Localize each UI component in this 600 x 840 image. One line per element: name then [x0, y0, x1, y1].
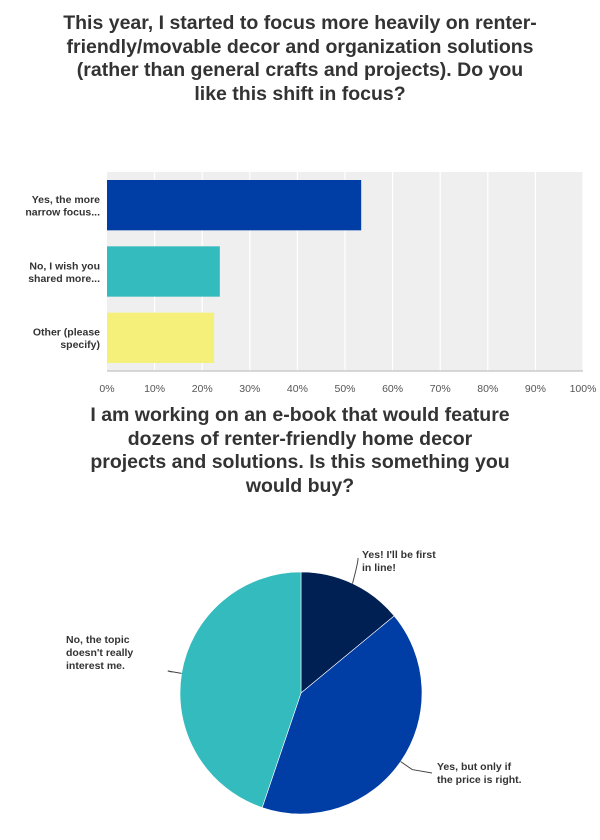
category-label: shared more... [28, 273, 100, 285]
slice-label: interest me. [66, 660, 125, 672]
x-tick-label: 90% [525, 383, 546, 395]
x-tick-label: 60% [382, 383, 403, 395]
slice-label: Yes! I'll be first [362, 549, 436, 561]
slice-label: in line! [362, 562, 396, 574]
category-label: Other (please [33, 327, 100, 339]
category-label: narrow focus... [25, 206, 100, 218]
leader-line [167, 670, 182, 674]
bar [107, 312, 215, 363]
category-label: Yes, the more [32, 194, 100, 206]
x-tick-label: 50% [334, 383, 355, 395]
x-tick-label: 10% [144, 383, 165, 395]
x-tick-label: 80% [477, 383, 498, 395]
x-tick-label: 100% [570, 383, 597, 395]
x-tick-label: 20% [192, 383, 213, 395]
x-tick-label: 70% [430, 383, 451, 395]
x-tick-label: 0% [99, 383, 114, 395]
bar-chart-title: This year, I started to focus more heavi… [63, 12, 537, 105]
pie-slice [261, 615, 423, 815]
leader-line [400, 761, 433, 774]
leader-line [352, 557, 359, 584]
slice-label: Yes, but only if [437, 761, 512, 773]
slice-label: doesn't really [66, 647, 133, 659]
x-tick-label: 40% [287, 383, 308, 395]
x-tick-label: 30% [239, 383, 260, 395]
category-label: No, I wish you [29, 260, 100, 272]
bar [107, 246, 220, 297]
slice-label: No, the topic [66, 634, 130, 646]
slice-label: the price is right. [437, 774, 522, 786]
category-label: specify) [60, 339, 100, 351]
pie-chart-title: I am working on an e-book that would fea… [90, 404, 510, 497]
bar [107, 180, 362, 231]
pie-slice [300, 571, 395, 694]
